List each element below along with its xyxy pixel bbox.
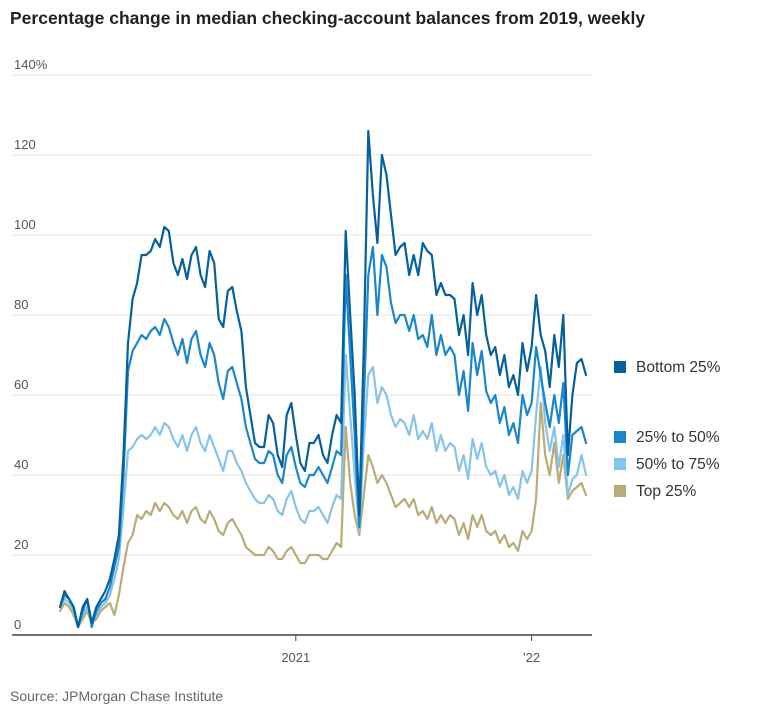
y-tick-label: 100 <box>14 217 36 232</box>
chart-title: Percentage change in median checking-acc… <box>10 8 646 28</box>
y-tick-label: 120 <box>14 137 36 152</box>
legend-swatch <box>614 458 626 470</box>
legend-swatch <box>614 431 626 443</box>
y-tick-label: 0 <box>14 617 21 632</box>
x-axis: 2021 '22 <box>12 634 592 665</box>
legend-swatch <box>614 485 626 497</box>
legend-label: 50% to 75% <box>636 456 720 473</box>
series-line-25-to-50- <box>58 245 588 629</box>
source-note: Source: JPMorgan Chase Institute <box>10 688 224 704</box>
legend-label: Bottom 25% <box>636 359 721 376</box>
series-lines <box>58 129 588 629</box>
x-tick-label: 2021 <box>281 650 310 665</box>
legend-label: 25% to 50% <box>636 429 720 446</box>
y-tick-label: 140% <box>14 57 48 72</box>
series-line-50-to-75- <box>58 353 588 629</box>
series-line-bottom-25- <box>58 129 588 629</box>
y-tick-label: 40 <box>14 457 28 472</box>
x-tick-label: '22 <box>523 650 540 665</box>
y-axis-labels: 0 20 40 60 80 100 120 140% <box>14 57 48 632</box>
legend-label: Top 25% <box>636 483 697 500</box>
series-line-top-25- <box>58 401 588 629</box>
legend-swatch <box>614 361 626 373</box>
y-tick-label: 20 <box>14 537 28 552</box>
y-tick-label: 60 <box>14 377 28 392</box>
legend: Bottom 25% 25% to 50% 50% to 75% Top 25% <box>614 359 721 500</box>
gridlines <box>12 74 592 556</box>
y-tick-label: 80 <box>14 297 28 312</box>
